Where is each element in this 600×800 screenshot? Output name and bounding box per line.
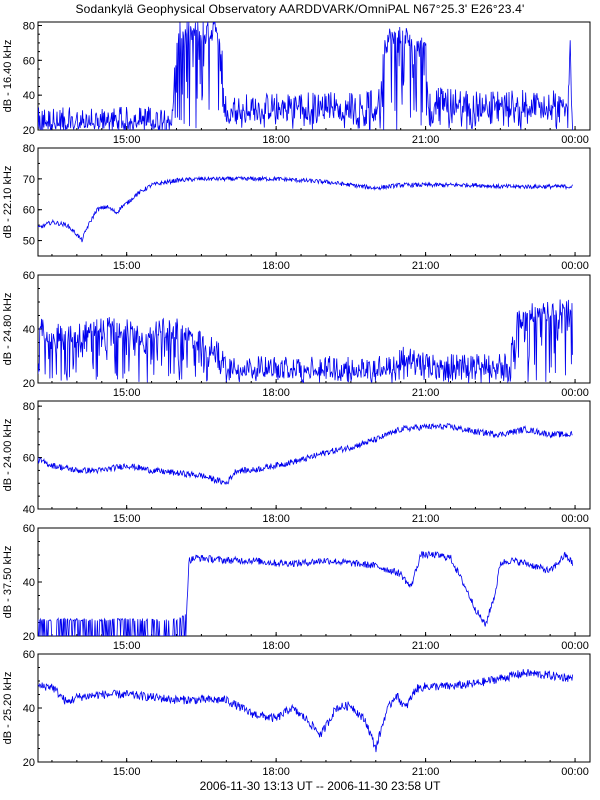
x-tick-label: 21:00: [412, 640, 440, 652]
y-axis-label: dB - 24.00 kHz: [2, 419, 14, 492]
y-tick-label: 20: [23, 631, 35, 643]
data-trace-5: [38, 550, 573, 636]
y-tick-label: 40: [23, 703, 35, 715]
y-tick-label: 80: [23, 20, 35, 32]
y-tick-label: 40: [23, 577, 35, 589]
plot-frame-1: [37, 21, 591, 131]
y-tick-label: 50: [23, 236, 35, 248]
x-tick-label: 18:00: [262, 387, 290, 399]
y-tick-label: 60: [23, 523, 35, 535]
time-range-label: 2006-11-30 13:13 UT -- 2006-11-30 23:58 …: [199, 779, 441, 793]
x-tick-label: 21:00: [412, 766, 440, 778]
x-tick-label: 18:00: [262, 766, 290, 778]
x-tick-label: 21:00: [412, 513, 440, 525]
y-tick-label: 60: [23, 453, 35, 465]
x-tick-label: 00:00: [561, 513, 589, 525]
x-tick-label: 00:00: [561, 260, 589, 272]
x-tick-label: 15:00: [113, 387, 141, 399]
x-tick-label: 15:00: [113, 260, 141, 272]
y-tick-label: 80: [23, 143, 35, 155]
y-tick-label: 60: [23, 55, 35, 67]
y-axis-label: dB - 16.40 kHz: [2, 40, 14, 113]
y-tick-label: 40: [23, 90, 35, 102]
y-tick-label: 60: [23, 649, 35, 661]
y-tick-label: 40: [23, 504, 35, 516]
y-tick-label: 40: [23, 324, 35, 336]
y-tick-label: 70: [23, 174, 35, 186]
data-trace-4: [38, 422, 573, 485]
plot-frame-2: [37, 147, 591, 257]
x-tick-label: 18:00: [262, 260, 290, 272]
x-tick-label: 15:00: [113, 640, 141, 652]
y-tick-label: 20: [23, 125, 35, 137]
chart-title: Sodankylä Geophysical Observatory AARDDV…: [75, 2, 525, 16]
x-tick-label: 18:00: [262, 640, 290, 652]
x-tick-label: 00:00: [561, 134, 589, 146]
y-tick-label: 80: [23, 401, 35, 413]
x-tick-label: 21:00: [412, 387, 440, 399]
data-trace-6: [38, 668, 573, 753]
y-tick-label: 60: [23, 205, 35, 217]
x-tick-label: 00:00: [561, 766, 589, 778]
y-axis-label: dB - 22.10 kHz: [2, 166, 14, 239]
plot-frame-6: [37, 653, 591, 763]
x-tick-label: 18:00: [262, 513, 290, 525]
x-tick-label: 00:00: [561, 387, 589, 399]
x-tick-label: 18:00: [262, 134, 290, 146]
y-tick-label: 20: [23, 757, 35, 769]
y-tick-label: 60: [23, 270, 35, 282]
x-tick-label: 15:00: [113, 766, 141, 778]
y-axis-label: dB - 24.80 kHz: [2, 293, 14, 366]
x-tick-label: 00:00: [561, 640, 589, 652]
x-tick-label: 15:00: [113, 513, 141, 525]
data-trace-1: [38, 22, 573, 130]
y-axis-label: dB - 37.50 kHz: [2, 546, 14, 619]
x-tick-label: 15:00: [113, 134, 141, 146]
plot-frame-5: [37, 527, 591, 637]
plot-frame-4: [37, 400, 591, 510]
data-trace-2: [38, 175, 573, 243]
y-axis-label: dB - 25.20 kHz: [2, 672, 14, 745]
data-trace-3: [38, 299, 573, 383]
x-tick-label: 21:00: [412, 260, 440, 272]
x-tick-label: 21:00: [412, 134, 440, 146]
y-tick-label: 20: [23, 378, 35, 390]
